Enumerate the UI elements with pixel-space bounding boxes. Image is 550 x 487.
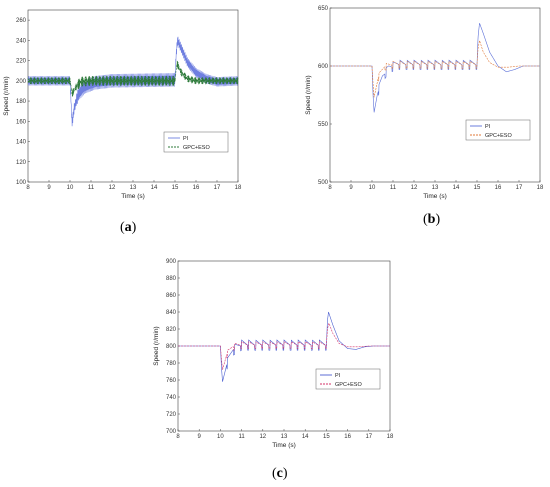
x-tick-label: 10 bbox=[67, 185, 74, 191]
x-tick-label: 16 bbox=[495, 185, 502, 191]
panel-label-a: (a) bbox=[120, 220, 137, 235]
series-line-gpc-eso bbox=[330, 39, 540, 98]
x-tick-label: 11 bbox=[88, 185, 95, 191]
x-tick-label: 10 bbox=[369, 185, 376, 191]
x-tick-label: 12 bbox=[411, 185, 418, 191]
x-axis-label: Time (s) bbox=[423, 193, 447, 200]
x-tick-label: 8 bbox=[26, 185, 30, 191]
y-tick-label: 260 bbox=[16, 18, 27, 24]
plot-area bbox=[27, 9, 239, 183]
x-tick-label: 15 bbox=[474, 185, 481, 191]
x-tick-label: 15 bbox=[172, 185, 179, 191]
legend-entry-label: GPC+ESO bbox=[485, 133, 512, 139]
y-tick-label: 100 bbox=[16, 180, 27, 186]
y-tick-label: 720 bbox=[166, 412, 177, 418]
y-tick-label: 650 bbox=[318, 6, 329, 12]
legend-entry-label: GPC+ESO bbox=[335, 382, 362, 388]
y-tick-label: 800 bbox=[166, 344, 177, 350]
y-tick-label: 700 bbox=[166, 429, 177, 435]
y-tick-label: 880 bbox=[166, 276, 177, 282]
y-tick-label: 240 bbox=[16, 38, 27, 44]
y-tick-label: 550 bbox=[318, 122, 329, 128]
y-tick-label: 120 bbox=[16, 160, 27, 166]
x-tick-label: 13 bbox=[432, 185, 439, 191]
x-tick-label: 14 bbox=[151, 185, 158, 191]
x-tick-label: 16 bbox=[193, 185, 200, 191]
x-tick-label: 10 bbox=[217, 434, 224, 440]
x-tick-label: 13 bbox=[130, 185, 137, 191]
x-tick-label: 17 bbox=[365, 434, 372, 440]
y-tick-label: 900 bbox=[166, 259, 177, 265]
x-tick-label: 9 bbox=[349, 185, 353, 191]
legend-entry-label: GPC+ESO bbox=[183, 145, 210, 151]
x-tick-label: 11 bbox=[390, 185, 397, 191]
legend-entry-label: PI bbox=[485, 124, 491, 130]
series-line-gpc-eso bbox=[27, 60, 239, 97]
y-tick-label: 840 bbox=[166, 310, 177, 316]
y-tick-label: 820 bbox=[166, 327, 177, 333]
panel-label-b: (b) bbox=[423, 212, 441, 227]
chart-a: 8 9 10 11 12 13 14 15 16 17 18 100 120 140 160 180 200 22… bbox=[3, 9, 242, 200]
panel-label-c: (c) bbox=[272, 466, 288, 481]
x-tick-label: 14 bbox=[302, 434, 309, 440]
y-tick-label: 220 bbox=[16, 59, 27, 65]
series-line-gpc-eso bbox=[178, 322, 390, 370]
y-axis-label: Speed (r/min) bbox=[3, 76, 10, 115]
x-tick-label: 8 bbox=[176, 434, 180, 440]
x-tick-label: 12 bbox=[109, 185, 116, 191]
x-tick-label: 18 bbox=[235, 185, 242, 191]
y-tick-label: 760 bbox=[166, 378, 177, 384]
y-tick-label: 140 bbox=[16, 140, 27, 146]
legend-entry-label: PI bbox=[335, 373, 341, 379]
y-tick-label: 600 bbox=[318, 64, 329, 70]
x-tick-label: 18 bbox=[387, 434, 394, 440]
x-tick-label: 11 bbox=[238, 434, 245, 440]
x-tick-label: 8 bbox=[328, 185, 332, 191]
y-tick-label: 780 bbox=[166, 361, 177, 367]
plot-area bbox=[329, 7, 541, 183]
x-tick-label: 9 bbox=[198, 434, 202, 440]
legend-box bbox=[315, 368, 381, 390]
x-tick-label: 17 bbox=[214, 185, 221, 191]
y-tick-label: 500 bbox=[318, 180, 329, 186]
x-axis-label: Time (s) bbox=[121, 193, 145, 200]
y-tick-label: 200 bbox=[16, 79, 27, 85]
chart-b: 8 9 10 11 12 13 14 15 16 17 18 500 550 600 650 Time (s)… bbox=[305, 6, 544, 200]
chart-c: 8 9 10 11 12 13 14 15 16 17 18 700 720 740 760 780 800 82… bbox=[153, 259, 394, 449]
y-tick-label: 860 bbox=[166, 293, 177, 299]
y-tick-label: 180 bbox=[16, 99, 27, 105]
x-axis-label: Time (s) bbox=[272, 442, 296, 449]
legend-box bbox=[163, 131, 229, 153]
legend-entry-label: PI bbox=[183, 136, 189, 142]
y-axis-label: Speed (r/min) bbox=[305, 75, 312, 114]
x-tick-label: 18 bbox=[537, 185, 544, 191]
y-axis-label: Speed (r/min) bbox=[153, 326, 160, 365]
x-tick-label: 13 bbox=[281, 434, 288, 440]
x-tick-label: 12 bbox=[259, 434, 266, 440]
legend-box bbox=[465, 119, 531, 141]
series-line-pi bbox=[178, 311, 390, 382]
x-tick-label: 15 bbox=[323, 434, 330, 440]
y-tick-label: 740 bbox=[166, 395, 177, 401]
x-tick-label: 16 bbox=[344, 434, 351, 440]
x-tick-label: 14 bbox=[453, 185, 460, 191]
y-tick-label: 160 bbox=[16, 119, 27, 125]
x-tick-label: 9 bbox=[47, 185, 51, 191]
x-tick-label: 17 bbox=[516, 185, 523, 191]
